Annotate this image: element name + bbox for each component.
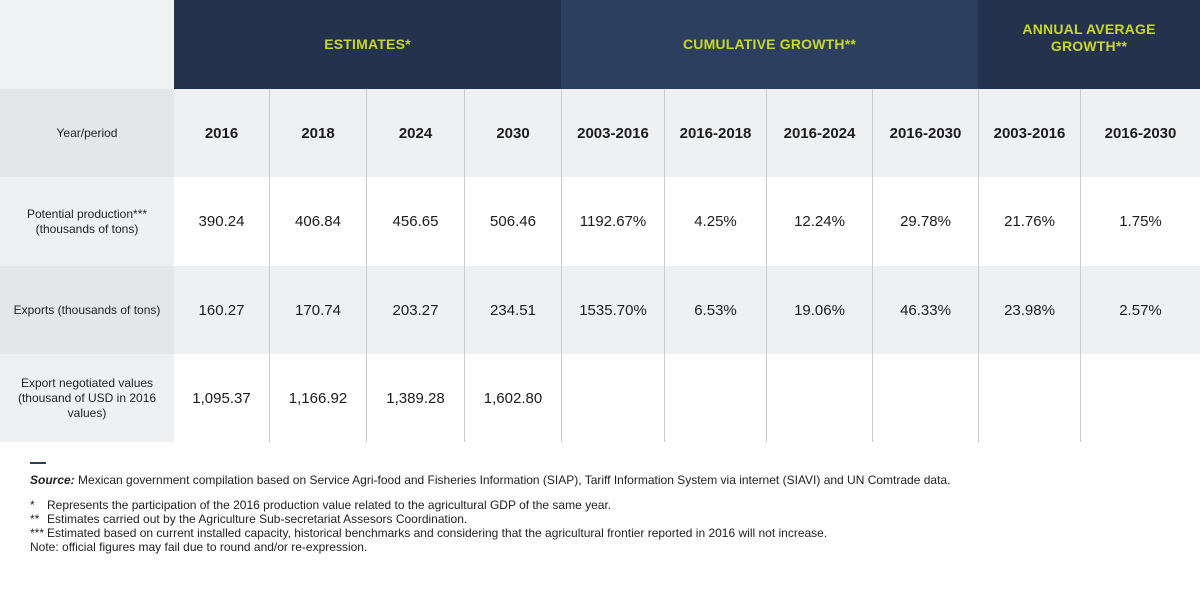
cell-export-values: 1,602.80 <box>464 354 561 442</box>
cell-export-values: 1,095.37 <box>174 354 269 442</box>
footnote-1: * Represents the participation of the 201… <box>30 498 1180 512</box>
source-text: Mexican government compilation based on … <box>74 473 951 487</box>
cell-exports: 23.98% <box>978 266 1080 354</box>
table-corner <box>0 0 174 89</box>
year-header-cell: 2016-2030 <box>872 89 978 177</box>
cell-potential-production: 1.75% <box>1080 177 1200 266</box>
cell-exports: 160.27 <box>174 266 269 354</box>
year-header-cell: 2018 <box>269 89 366 177</box>
cell-potential-production: 390.24 <box>174 177 269 266</box>
year-header-cell: 2030 <box>464 89 561 177</box>
source-line: Source: Mexican government compilation b… <box>30 473 1180 487</box>
row-label-export-values: Export negotiated values (thousand of US… <box>0 354 174 442</box>
year-header-cell: 2016 <box>174 89 269 177</box>
header-estimates: ESTIMATES* <box>174 0 561 89</box>
cell-potential-production: 1192.67% <box>561 177 664 266</box>
cell-exports: 1535.70% <box>561 266 664 354</box>
row-label-exports: Exports (thousands of tons) <box>0 266 174 354</box>
cell-potential-production: 456.65 <box>366 177 464 266</box>
cell-export-values: 1,166.92 <box>269 354 366 442</box>
footnote-mark: ** <box>30 512 40 526</box>
cell-exports: 46.33% <box>872 266 978 354</box>
cell-potential-production: 29.78% <box>872 177 978 266</box>
header-cumulative-growth: CUMULATIVE GROWTH** <box>561 0 978 89</box>
cell-potential-production: 12.24% <box>766 177 872 266</box>
table-notes: Source: Mexican government compilation b… <box>30 462 1180 554</box>
footnote-2: ** Estimates carried out by the Agricultu… <box>30 512 1180 526</box>
cell-export-values <box>872 354 978 442</box>
footnote-text: Estimated based on current installed cap… <box>47 526 828 540</box>
cell-export-values <box>664 354 766 442</box>
year-header-cell: 2003-2016 <box>561 89 664 177</box>
year-header-cell: 2016-2024 <box>766 89 872 177</box>
header-annual-average-growth: ANNUAL AVERAGE GROWTH** <box>978 0 1200 89</box>
row-label-potential-production: Potential production*** (thousands of to… <box>0 177 174 266</box>
footnote-mark: *** <box>30 526 45 540</box>
notes-divider <box>30 462 46 464</box>
growth-table: ESTIMATES* CUMULATIVE GROWTH** ANNUAL AV… <box>0 0 1200 442</box>
cell-potential-production: 4.25% <box>664 177 766 266</box>
cell-export-values <box>978 354 1080 442</box>
footnote-text: Estimates carried out by the Agriculture… <box>47 512 468 526</box>
footnote-3: *** Estimated based on current installed … <box>30 526 1180 540</box>
footnote-text: Represents the participation of the 2016… <box>47 498 612 512</box>
year-header-cell: 2016-2018 <box>664 89 766 177</box>
cell-export-values <box>561 354 664 442</box>
cell-exports: 234.51 <box>464 266 561 354</box>
cell-potential-production: 21.76% <box>978 177 1080 266</box>
source-label: Source: <box>30 473 75 487</box>
year-header-cell: 2024 <box>366 89 464 177</box>
year-period-label: Year/period <box>0 89 174 177</box>
cell-export-values: 1,389.28 <box>366 354 464 442</box>
cell-export-values <box>1080 354 1200 442</box>
cell-exports: 170.74 <box>269 266 366 354</box>
cell-exports: 19.06% <box>766 266 872 354</box>
year-header-cell: 2016-2030 <box>1080 89 1200 177</box>
cell-exports: 203.27 <box>366 266 464 354</box>
year-header-cell: 2003-2016 <box>978 89 1080 177</box>
footnote-mark: * <box>30 498 35 512</box>
cell-potential-production: 406.84 <box>269 177 366 266</box>
note-line: Note: official figures may fail due to r… <box>30 540 368 554</box>
cell-export-values <box>766 354 872 442</box>
cell-potential-production: 506.46 <box>464 177 561 266</box>
cell-exports: 2.57% <box>1080 266 1200 354</box>
cell-exports: 6.53% <box>664 266 766 354</box>
